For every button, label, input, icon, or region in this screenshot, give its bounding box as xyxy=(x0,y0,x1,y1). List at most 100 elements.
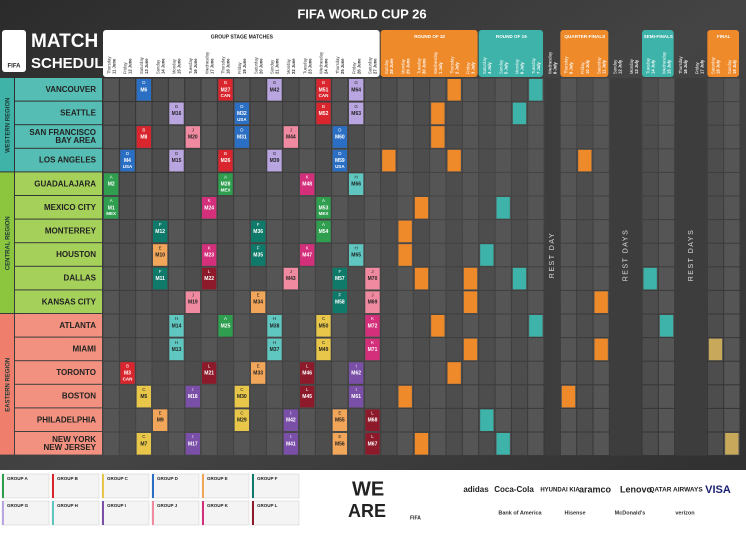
grid-cell xyxy=(707,432,724,456)
match-label: M47 xyxy=(302,253,312,259)
grid-cell xyxy=(217,290,234,314)
event-title: FIFA WORLD CUP 26 xyxy=(297,6,426,21)
match-group: K xyxy=(371,316,374,321)
match-group: A xyxy=(224,316,227,321)
grid-cell xyxy=(299,78,315,102)
day-header: Monday 6 July xyxy=(515,58,525,74)
stage-title: FINAL xyxy=(717,34,731,39)
grid-cell xyxy=(119,243,136,267)
day-header: Tuesday 23 June xyxy=(302,57,312,74)
match-cell xyxy=(300,173,315,195)
grid-cell xyxy=(577,408,593,432)
day-header: Friday 26 June xyxy=(351,58,361,74)
match-label: M38 xyxy=(270,323,280,329)
grid-cell xyxy=(577,172,593,196)
match-cell xyxy=(349,102,364,125)
grid-cell xyxy=(658,432,675,456)
grid-cell xyxy=(168,385,185,408)
match-label: M69 xyxy=(368,300,378,306)
group-box xyxy=(101,500,150,526)
grid-cell xyxy=(430,290,446,314)
match-group: B xyxy=(322,104,325,109)
sponsor-logo: aramco xyxy=(579,484,612,494)
grid-cell xyxy=(446,220,462,243)
city-name: TORONTO xyxy=(56,368,96,377)
match-label: M26 xyxy=(221,158,231,164)
grid-cell xyxy=(217,196,234,220)
grid-cell xyxy=(560,338,577,361)
grid-cell xyxy=(315,172,332,196)
grid-cell xyxy=(250,78,266,102)
grid-cell xyxy=(397,149,413,172)
grid-cell xyxy=(283,172,299,196)
grid-cell xyxy=(528,290,544,314)
grid-cell xyxy=(381,220,397,243)
match-group: H xyxy=(175,340,178,345)
day-header: Wednesday 8 July xyxy=(547,51,557,74)
grid-cell xyxy=(462,432,479,456)
match-group: D xyxy=(338,151,342,156)
grid-cell xyxy=(103,220,119,243)
grid-cell xyxy=(381,172,397,196)
match-group: I xyxy=(356,387,357,392)
sponsor-logo: adidas xyxy=(463,485,489,494)
grid-cell xyxy=(381,78,397,102)
grid-cell xyxy=(364,78,381,102)
date: 13 June xyxy=(144,58,149,74)
grid-cell xyxy=(201,220,217,243)
city-cell xyxy=(15,78,102,101)
match-cell xyxy=(300,362,315,384)
grid-cell xyxy=(642,102,658,125)
grid-cell xyxy=(577,290,593,314)
match-cell xyxy=(251,291,266,313)
grid-cell xyxy=(413,78,430,102)
match-cell xyxy=(153,267,168,290)
grid-cell xyxy=(119,78,136,102)
match-cell xyxy=(365,433,380,455)
match-cell xyxy=(251,220,266,243)
match-label: M65 xyxy=(351,253,361,259)
grid-cell xyxy=(511,243,528,267)
city-cell xyxy=(15,125,102,148)
grid-cell xyxy=(642,385,658,408)
knockout-cell xyxy=(463,338,478,361)
match-cell xyxy=(234,385,249,408)
grid-cell xyxy=(283,102,299,125)
knockout-cell xyxy=(561,385,576,408)
grid-cell xyxy=(217,243,234,267)
knockout-cell xyxy=(414,267,429,290)
day-header: Sunday 14 June xyxy=(155,58,165,74)
grid-cell xyxy=(266,290,283,314)
supporter-logo: McDonald's xyxy=(615,510,646,516)
match-label: M62 xyxy=(351,371,361,377)
grid-cell xyxy=(266,385,283,408)
city-cell xyxy=(15,266,102,290)
grid-cell xyxy=(348,408,364,432)
match-group: A xyxy=(110,175,113,180)
match-group: G xyxy=(175,151,179,156)
match-label: M16 xyxy=(172,111,182,117)
knockout-cell xyxy=(725,433,739,455)
grid-cell xyxy=(511,172,528,196)
knockout-cell xyxy=(594,338,608,361)
rest-label-wrap: REST DAYS xyxy=(623,229,630,282)
match-team: USA xyxy=(123,164,133,169)
supporter-logo: Bank of America xyxy=(498,510,542,516)
grid-cell xyxy=(348,314,364,338)
match-group: F xyxy=(257,245,260,250)
match-label: M5 xyxy=(140,394,147,400)
weekday: Sunday xyxy=(155,59,160,74)
grid-cell xyxy=(381,432,397,456)
grid-cell xyxy=(560,408,577,432)
stage-header xyxy=(478,30,543,77)
group-stripe xyxy=(252,501,254,525)
match-cell xyxy=(169,102,184,125)
match-cell xyxy=(202,362,217,384)
grid-cell xyxy=(658,78,675,102)
city-name-line: BAY AREA xyxy=(55,136,96,145)
grid-cell xyxy=(119,385,136,408)
grid-cell xyxy=(658,102,675,125)
grid-cell xyxy=(658,125,675,149)
day-header: Friday 3 July xyxy=(466,61,476,74)
grid-cell xyxy=(250,102,266,125)
